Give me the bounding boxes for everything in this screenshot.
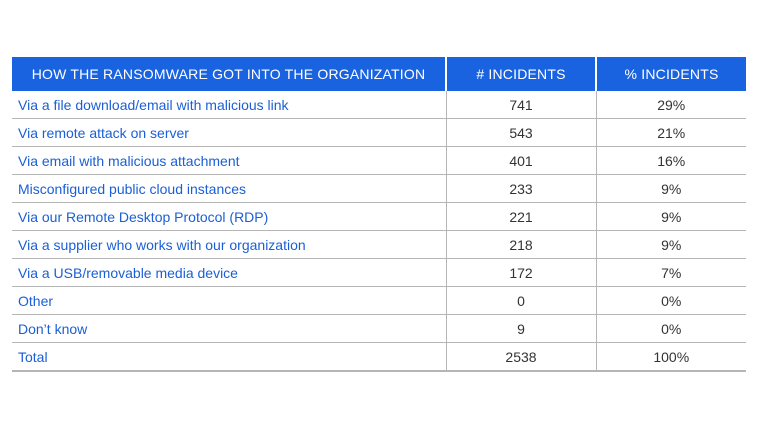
- table-row: Don’t know 9 0%: [12, 314, 746, 343]
- row-count: 221: [446, 202, 597, 231]
- row-count: 172: [446, 258, 597, 287]
- row-label: Via a USB/removable media device: [12, 258, 447, 287]
- header-cause: HOW THE RANSOMWARE GOT INTO THE ORGANIZA…: [12, 57, 447, 91]
- row-count: 233: [446, 174, 597, 203]
- row-count: 9: [446, 314, 597, 343]
- table-row: Via a USB/removable media device 172 7%: [12, 258, 746, 287]
- row-percent: 9%: [596, 230, 746, 259]
- row-percent: 9%: [596, 202, 746, 231]
- ransomware-entry-table-container: HOW THE RANSOMWARE GOT INTO THE ORGANIZA…: [12, 57, 746, 372]
- row-count: 218: [446, 230, 597, 259]
- row-label: Misconfigured public cloud instances: [12, 174, 447, 203]
- table-row: Via email with malicious attachment 401 …: [12, 146, 746, 175]
- table-body: Via a file download/email with malicious…: [12, 91, 746, 372]
- header-incidents-count: # INCIDENTS: [446, 57, 597, 91]
- row-label: Via a supplier who works with our organi…: [12, 230, 447, 259]
- header-incidents-percent: % INCIDENTS: [596, 57, 746, 91]
- row-label: Via email with malicious attachment: [12, 146, 447, 175]
- total-row: Total 2538 100%: [12, 342, 746, 372]
- row-count: 741: [446, 91, 597, 119]
- table-row: Via remote attack on server 543 21%: [12, 118, 746, 147]
- row-label: Other: [12, 286, 447, 315]
- total-label: Total: [12, 342, 447, 372]
- table-row: Via a supplier who works with our organi…: [12, 230, 746, 259]
- row-percent: 0%: [596, 286, 746, 315]
- row-label: Via our Remote Desktop Protocol (RDP): [12, 202, 447, 231]
- row-count: 0: [446, 286, 597, 315]
- row-percent: 29%: [596, 91, 746, 119]
- total-percent: 100%: [596, 342, 746, 372]
- table-row: Other 0 0%: [12, 286, 746, 315]
- row-label: Don’t know: [12, 314, 447, 343]
- row-label: Via remote attack on server: [12, 118, 447, 147]
- row-percent: 0%: [596, 314, 746, 343]
- header-row: HOW THE RANSOMWARE GOT INTO THE ORGANIZA…: [12, 57, 746, 91]
- row-count: 543: [446, 118, 597, 147]
- row-label: Via a file download/email with malicious…: [12, 91, 447, 119]
- row-count: 401: [446, 146, 597, 175]
- table-row: Via our Remote Desktop Protocol (RDP) 22…: [12, 202, 746, 231]
- ransomware-entry-table: HOW THE RANSOMWARE GOT INTO THE ORGANIZA…: [12, 57, 746, 372]
- table-header: HOW THE RANSOMWARE GOT INTO THE ORGANIZA…: [12, 57, 746, 91]
- row-percent: 9%: [596, 174, 746, 203]
- table-row: Via a file download/email with malicious…: [12, 91, 746, 119]
- row-percent: 7%: [596, 258, 746, 287]
- row-percent: 16%: [596, 146, 746, 175]
- total-count: 2538: [446, 342, 597, 372]
- table-row: Misconfigured public cloud instances 233…: [12, 174, 746, 203]
- row-percent: 21%: [596, 118, 746, 147]
